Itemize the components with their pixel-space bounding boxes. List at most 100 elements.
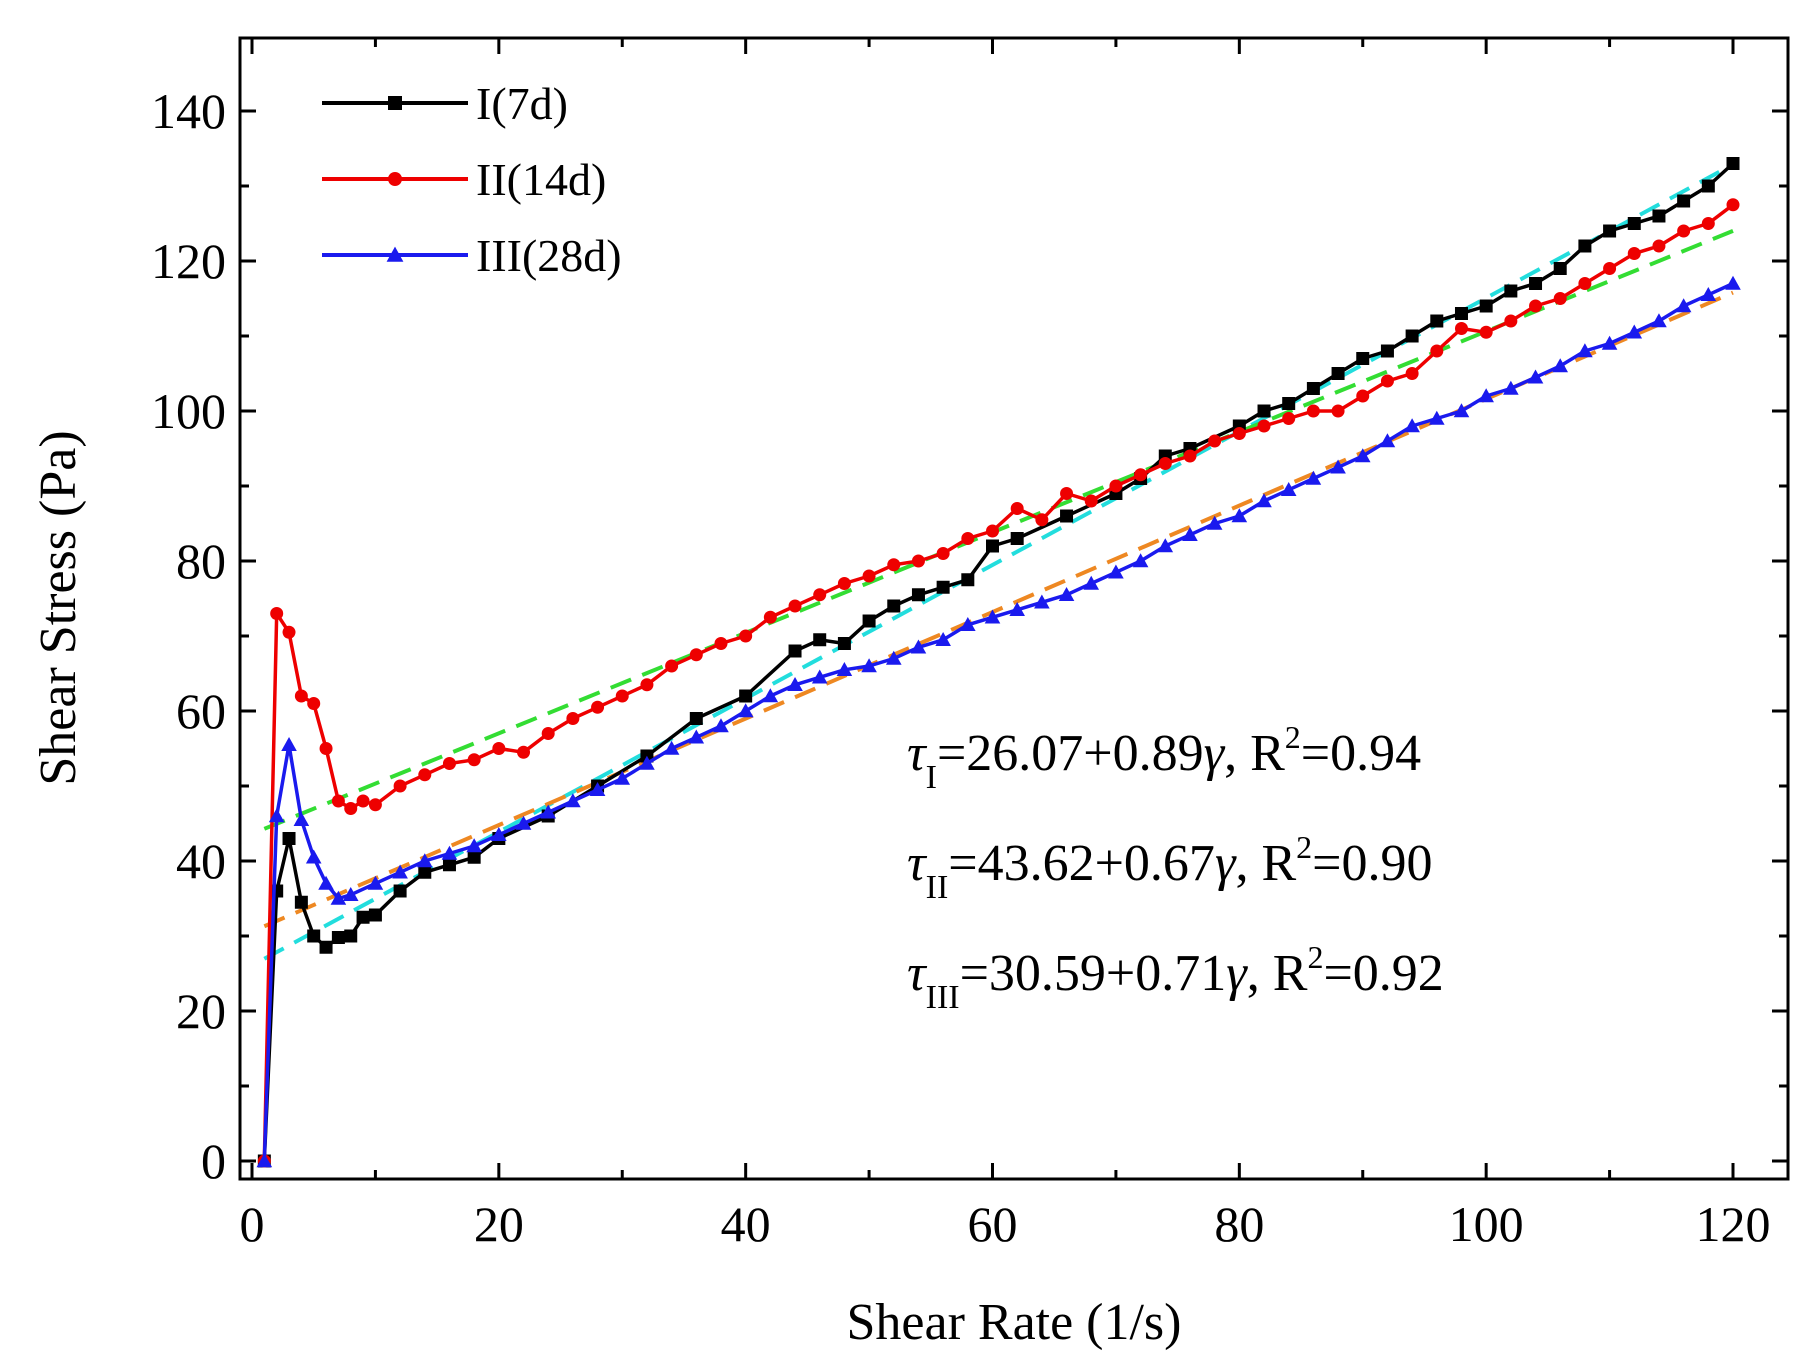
data-point: [441, 845, 458, 860]
data-point: [984, 609, 1001, 624]
data-point: [1108, 564, 1124, 579]
data-point: [1330, 459, 1346, 474]
data-point: [1578, 239, 1592, 253]
data-point: [1208, 434, 1222, 448]
data-point: [1157, 538, 1174, 553]
data-point: [1009, 601, 1025, 616]
data-point: [294, 895, 308, 909]
data-point: [1701, 179, 1715, 193]
data-point: [639, 755, 655, 770]
data-point: [331, 794, 345, 808]
y-tick-label: 140: [151, 83, 226, 139]
data-point: [1206, 515, 1223, 530]
data-point: [663, 740, 680, 755]
x-tick-label: 60: [968, 1196, 1018, 1252]
data-point: [356, 910, 370, 924]
data-point: [689, 648, 703, 662]
data-point: [837, 577, 851, 590]
data-point: [1504, 314, 1518, 328]
data-point: [330, 890, 347, 905]
data-point: [1429, 410, 1445, 425]
data-point: [492, 742, 506, 755]
data-point: [615, 689, 629, 703]
y-tick-label: 0: [201, 1133, 226, 1189]
legend-label: II(14d): [476, 154, 606, 205]
y-tick-label: 100: [151, 383, 226, 439]
y-tick-label: 20: [176, 983, 226, 1039]
data-point: [689, 712, 703, 725]
data-point: [910, 639, 927, 654]
eq-superscript: 2: [1307, 939, 1323, 975]
data-point: [1010, 532, 1024, 545]
data-point: [1183, 449, 1197, 463]
data-point: [911, 588, 925, 602]
data-point: [862, 569, 876, 583]
data-point: [1282, 412, 1296, 425]
data-point: [861, 658, 877, 673]
data-point: [862, 614, 876, 628]
data-point: [1132, 553, 1149, 568]
data-point: [540, 804, 556, 819]
axis-ticks: 0 20 40 60 80 100 120 0 20 40 60 80 100 120 140: [151, 38, 1788, 1252]
data-point: [1060, 487, 1074, 500]
legend: I(7d) II(14d) III(28d): [322, 78, 622, 281]
data-point: [1060, 509, 1074, 523]
data-point: [1700, 286, 1717, 301]
data-point: [367, 875, 384, 890]
data-point: [541, 727, 555, 740]
data-point: [640, 678, 654, 692]
fit-equation: τIII=30.59+0.71γ, R2=0.92: [907, 939, 1444, 1016]
series-line: [262, 162, 1735, 1162]
data-point: [813, 633, 827, 647]
data-point: [1504, 284, 1518, 298]
x-tick-label: 100: [1449, 1196, 1524, 1252]
data-point: [1083, 575, 1100, 590]
data-point: [763, 610, 777, 624]
data-point: [1109, 479, 1123, 493]
data-point: [467, 753, 481, 767]
data-point: [392, 864, 408, 879]
data-point: [442, 858, 456, 872]
data-point: [1577, 343, 1593, 358]
data-point: [1380, 344, 1394, 358]
data-point: [1010, 502, 1024, 515]
x-tick-label: 80: [1214, 1196, 1264, 1252]
data-point: [986, 539, 999, 553]
eq-r: , R: [1235, 835, 1296, 892]
data-point: [342, 886, 359, 901]
data-point: [887, 599, 901, 613]
data-point: [1651, 313, 1667, 328]
data-point: [1305, 470, 1322, 485]
data-point: [936, 547, 950, 560]
data-point: [739, 689, 753, 703]
fit-line: [263, 162, 1734, 961]
data-point: [960, 616, 976, 631]
data-point: [1282, 397, 1296, 410]
eq-superscript: 2: [1296, 829, 1312, 865]
data-point: [1553, 292, 1567, 305]
data-point: [1677, 224, 1691, 238]
data-point: [737, 703, 754, 718]
y-axis-title: Shear Stress (Pa): [30, 430, 87, 785]
data-point: [688, 729, 705, 744]
data-point: [356, 794, 370, 808]
data-point: [1529, 277, 1543, 290]
data-point: [911, 554, 925, 568]
data-point: [1726, 157, 1740, 170]
eq-rval: =0.94: [1301, 725, 1421, 782]
data-point: [811, 669, 828, 684]
series-line: [262, 203, 1735, 1162]
data-point: [1529, 299, 1543, 313]
data-point: [1726, 198, 1740, 212]
data-point: [319, 940, 333, 954]
eq-subscript: I: [926, 759, 937, 796]
data-point: [517, 745, 531, 759]
y-tick-label: 80: [176, 533, 226, 589]
data-point: [467, 850, 481, 864]
eq-r: , R: [1247, 945, 1308, 1002]
data-point: [1134, 468, 1148, 482]
data-point: [762, 688, 779, 703]
fit-equations: τI=26.07+0.89γ, R2=0.94τII=43.62+0.67γ, …: [907, 719, 1444, 1016]
data-point: [1280, 481, 1297, 496]
data-point: [466, 838, 482, 853]
